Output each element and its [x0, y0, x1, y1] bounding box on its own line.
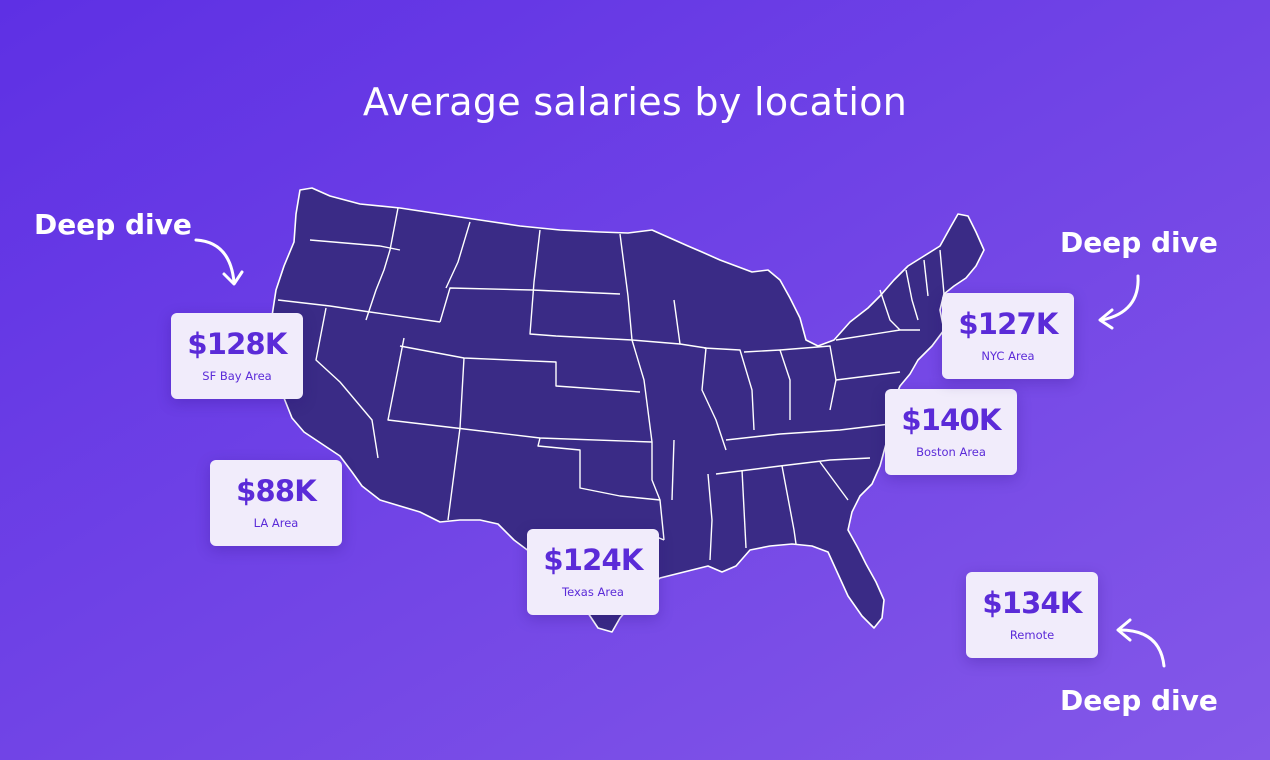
- location-label: SF Bay Area: [202, 368, 272, 383]
- salary-value: $134K: [982, 585, 1082, 620]
- salary-value: $88K: [236, 473, 317, 508]
- location-label: LA Area: [253, 515, 299, 530]
- us-mainland-shape: [271, 187, 985, 633]
- curved-arrow-icon: [1116, 618, 1166, 668]
- location-label: NYC Area: [981, 348, 1035, 363]
- location-label: Boston Area: [916, 444, 986, 459]
- salary-card-la-area[interactable]: $88K LA Area: [210, 460, 342, 546]
- page-title: Average salaries by location: [362, 80, 908, 124]
- salary-value: $124K: [543, 542, 643, 577]
- curved-arrow-icon: [1098, 274, 1140, 330]
- salary-card-boston-area[interactable]: $140K Boston Area: [885, 389, 1017, 475]
- deep-dive-link-right-bottom[interactable]: Deep dive: [1060, 684, 1218, 717]
- location-label: Texas Area: [562, 584, 624, 599]
- salary-card-sf-bay-area[interactable]: $128K SF Bay Area: [171, 313, 303, 399]
- curved-arrow-icon: [194, 238, 244, 286]
- salary-value: $127K: [958, 306, 1058, 341]
- location-label: Remote: [1009, 627, 1055, 642]
- deep-dive-link-left[interactable]: Deep dive: [34, 208, 192, 241]
- salary-value: $128K: [187, 326, 287, 361]
- salary-card-texas-area[interactable]: $124K Texas Area: [527, 529, 659, 615]
- deep-dive-link-right-top[interactable]: Deep dive: [1060, 226, 1218, 259]
- salary-value: $140K: [901, 402, 1001, 437]
- salary-card-remote[interactable]: $134K Remote: [966, 572, 1098, 658]
- salary-card-nyc-area[interactable]: $127K NYC Area: [942, 293, 1074, 379]
